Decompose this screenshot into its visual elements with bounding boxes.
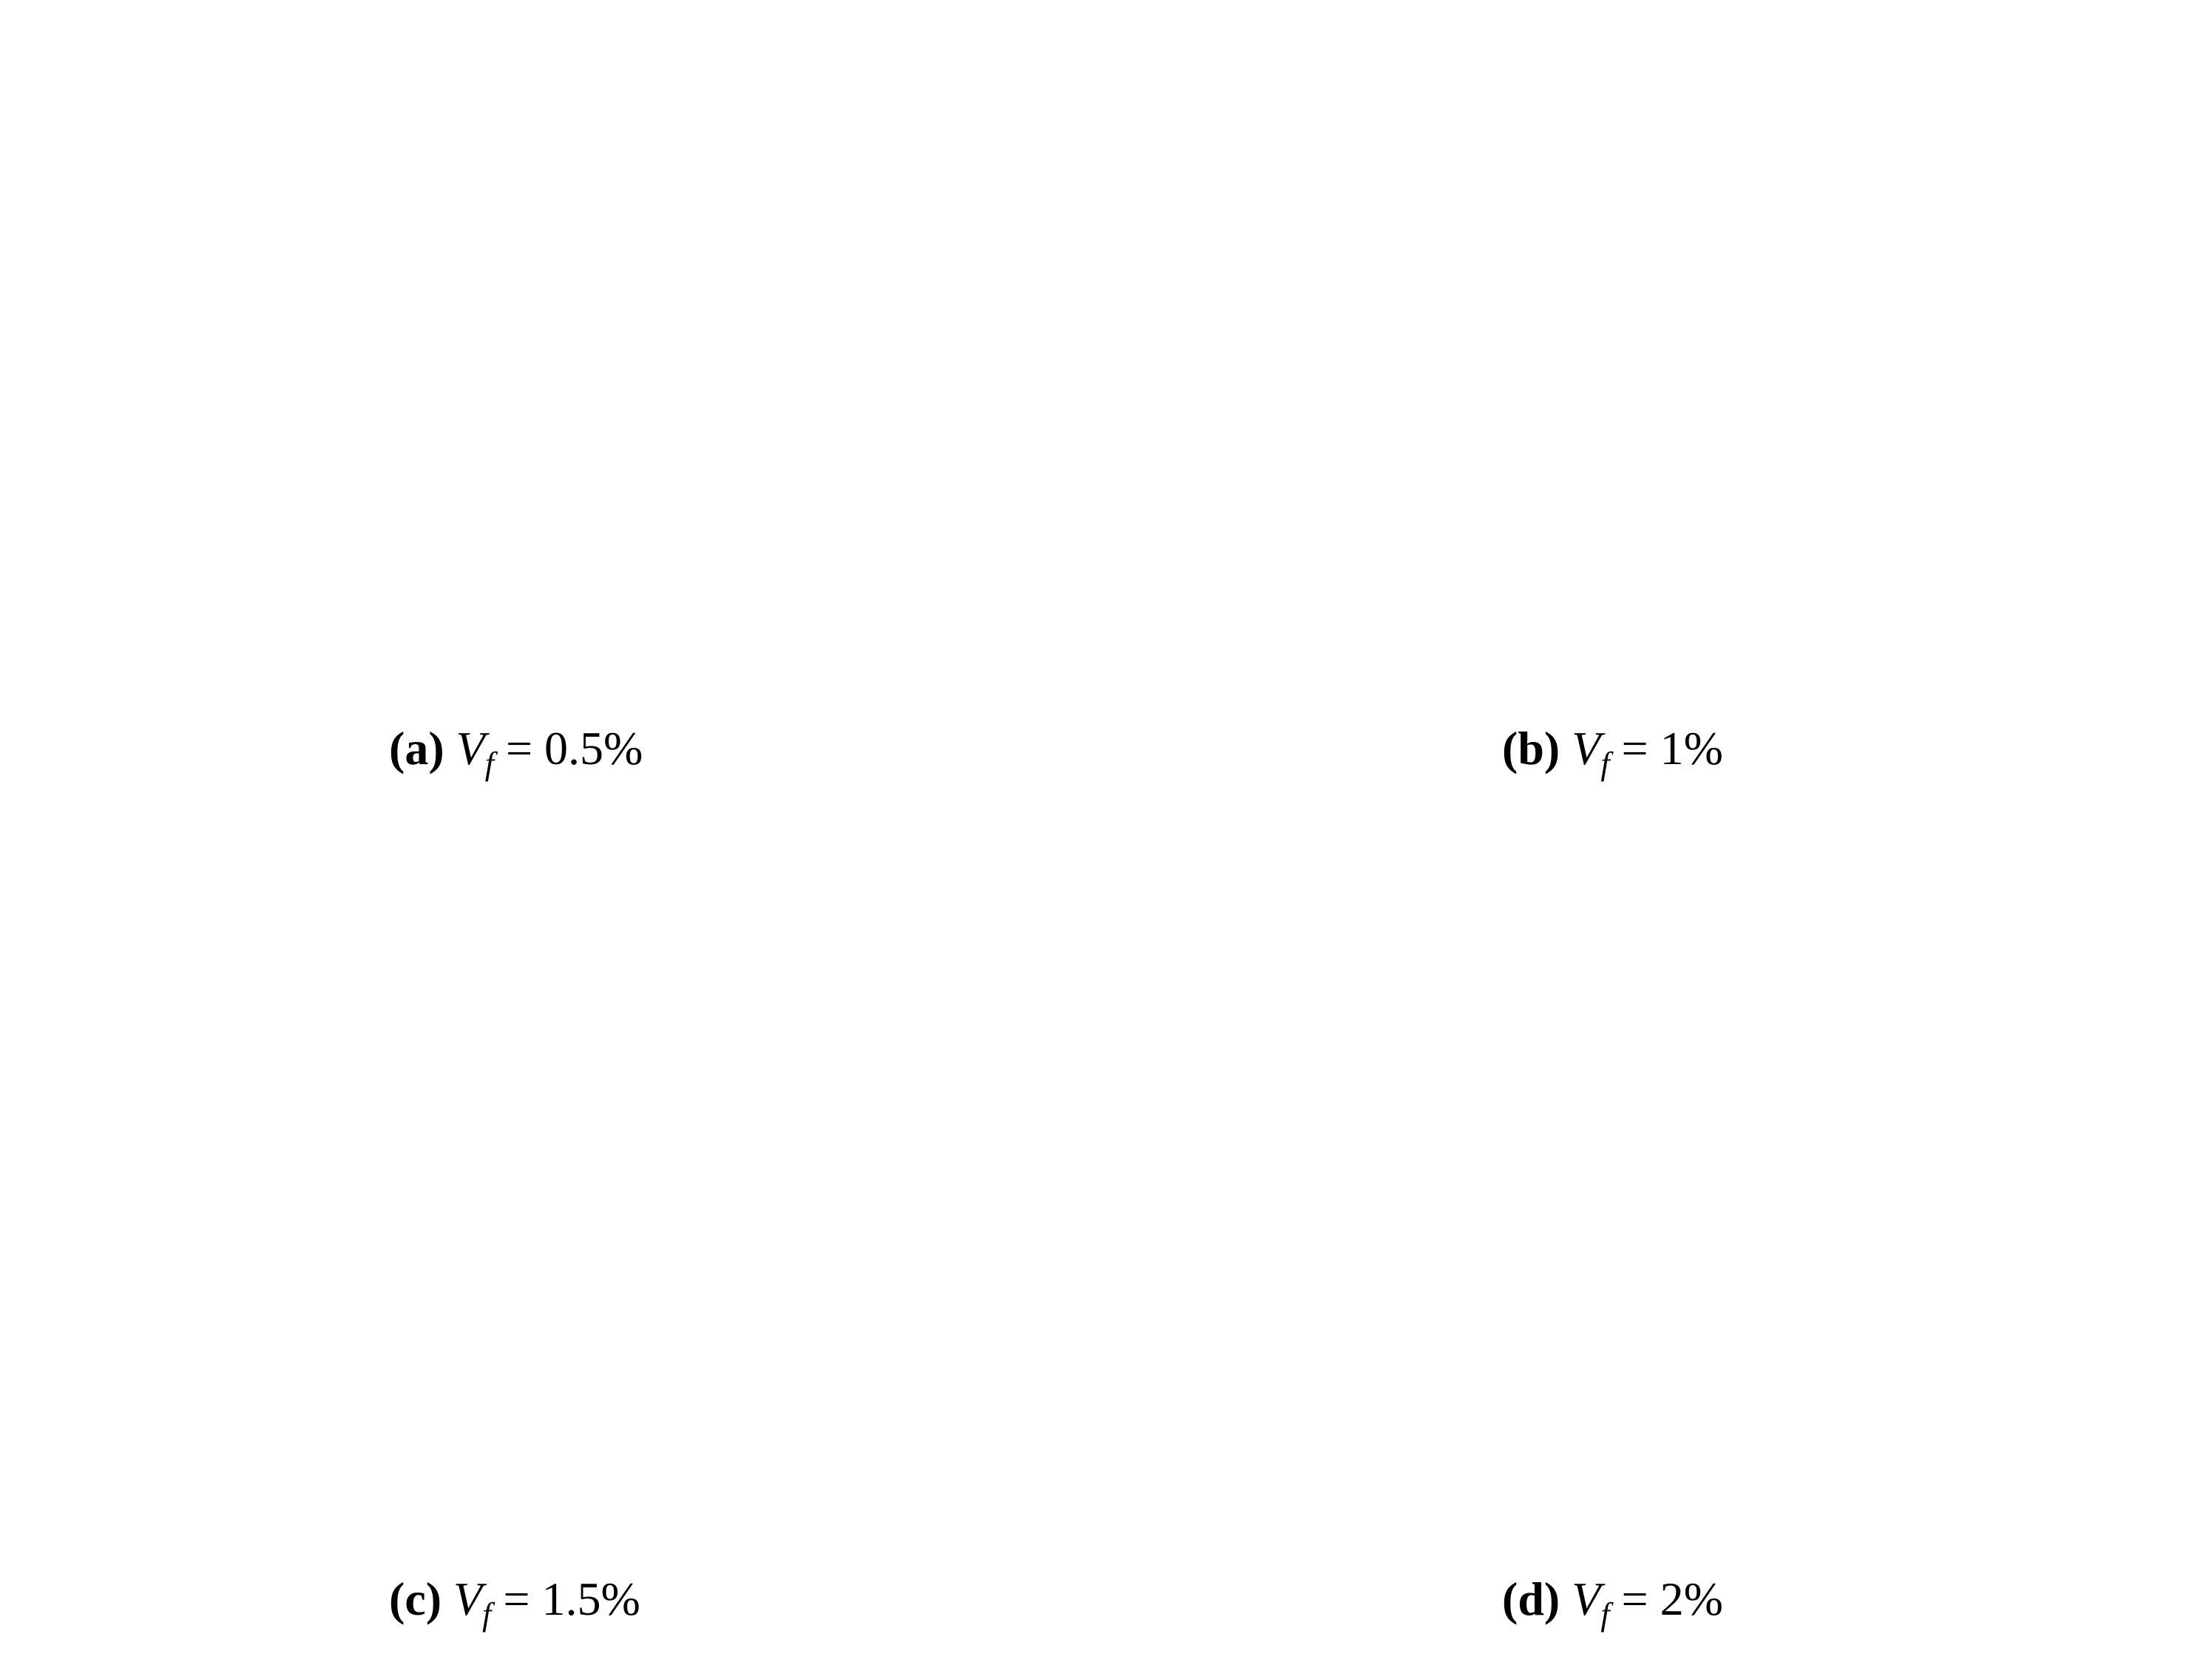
chart-panel-a: (a) Vf = 0.5% xyxy=(15,15,1109,814)
caption-c: (c) Vf = 1.5% xyxy=(389,1572,640,1633)
caption-label: (a) xyxy=(389,722,444,774)
chart-svg-c xyxy=(15,869,1109,1535)
caption-b: (b) Vf = 1% xyxy=(1502,721,1723,783)
caption-value: = 1% xyxy=(1609,722,1723,774)
caption-subscript: f xyxy=(1600,746,1610,782)
caption-a: (a) Vf = 0.5% xyxy=(389,721,643,783)
caption-variable: V xyxy=(456,722,485,774)
chart-svg-b xyxy=(1106,15,2200,681)
chart-svg-d xyxy=(1106,869,2200,1535)
chart-svg-a xyxy=(15,15,1109,681)
caption-label: (c) xyxy=(389,1573,442,1625)
caption-variable: V xyxy=(453,1573,483,1625)
caption-subscript: f xyxy=(482,1596,492,1632)
caption-label: (d) xyxy=(1502,1573,1560,1625)
caption-subscript: f xyxy=(484,746,494,782)
caption-label: (b) xyxy=(1502,722,1560,774)
caption-subscript: f xyxy=(1600,1596,1610,1632)
caption-variable: V xyxy=(1572,1573,1601,1625)
caption-value: = 1.5% xyxy=(491,1573,640,1625)
caption-d: (d) Vf = 2% xyxy=(1502,1572,1723,1633)
chart-panel-c: (c) Vf = 1.5% xyxy=(15,869,1109,1668)
caption-value: = 0.5% xyxy=(493,722,643,774)
caption-value: = 2% xyxy=(1609,1573,1723,1625)
chart-panel-b: (b) Vf = 1% xyxy=(1106,15,2200,814)
chart-panel-d: (d) Vf = 2% xyxy=(1106,869,2200,1668)
caption-variable: V xyxy=(1572,722,1601,774)
